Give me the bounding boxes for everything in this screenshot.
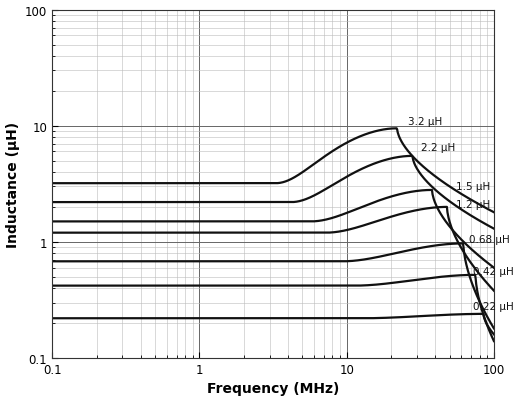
Y-axis label: Inductance (μH): Inductance (μH) — [6, 122, 20, 247]
Text: 0.42 μH: 0.42 μH — [473, 266, 514, 276]
Text: 1.5 μH: 1.5 μH — [456, 182, 490, 192]
Text: 0.68 μH: 0.68 μH — [469, 235, 510, 245]
X-axis label: Frequency (MHz): Frequency (MHz) — [207, 381, 339, 395]
Text: 0.22 μH: 0.22 μH — [473, 301, 514, 311]
Text: 1.2 μH: 1.2 μH — [456, 200, 490, 210]
Text: 3.2 μH: 3.2 μH — [408, 117, 442, 127]
Text: 2.2 μH: 2.2 μH — [421, 143, 455, 153]
